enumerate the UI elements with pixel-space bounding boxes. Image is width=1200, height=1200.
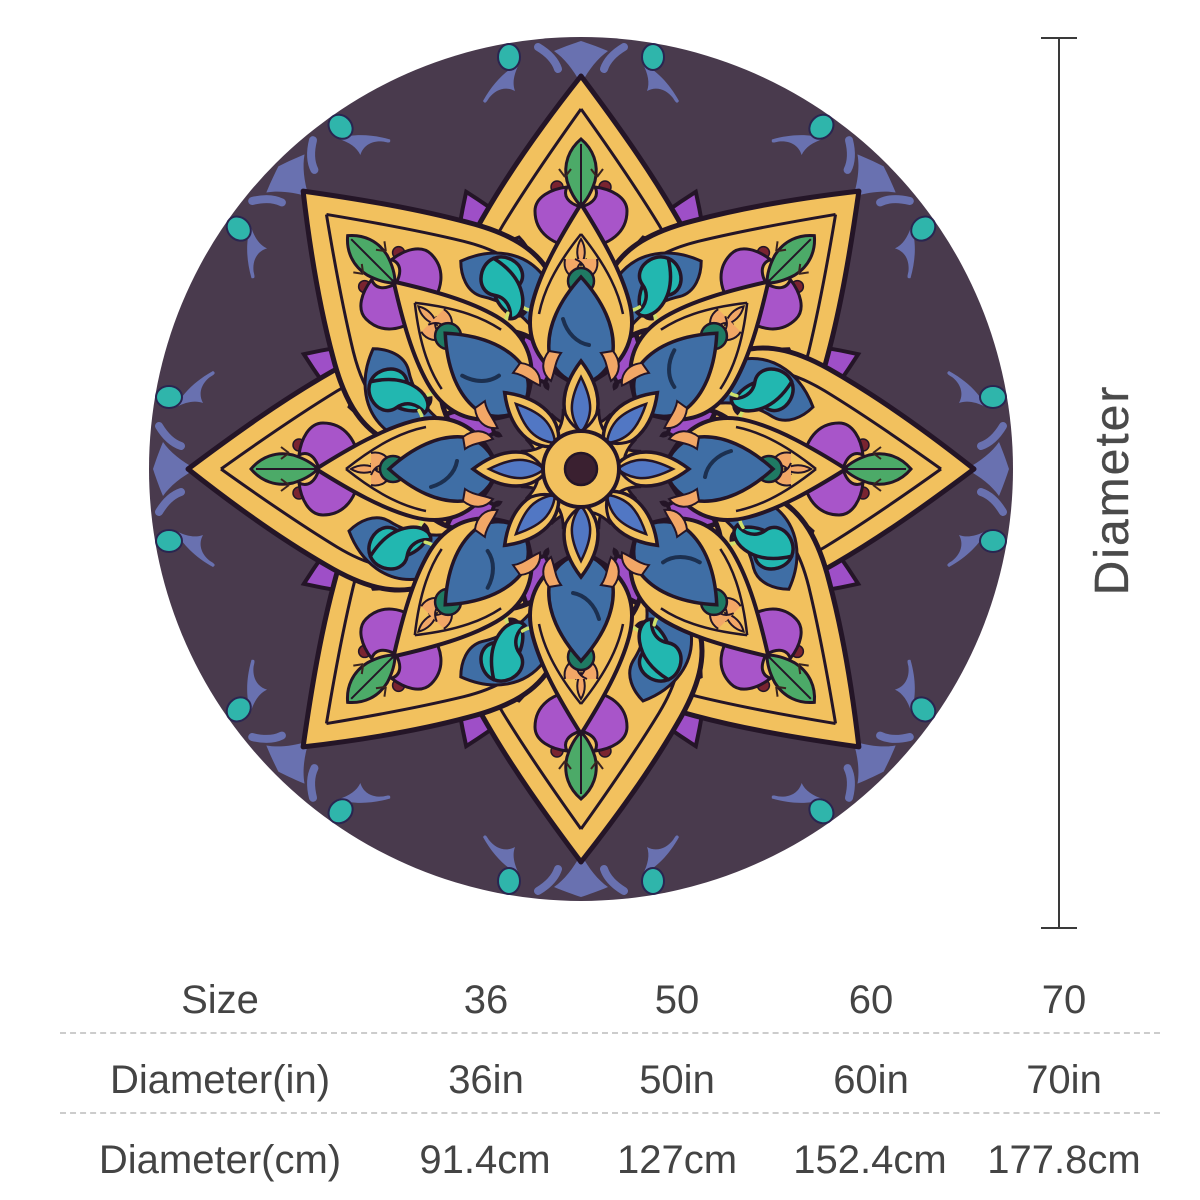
svg-text:Diameter: Diameter (1086, 385, 1139, 596)
